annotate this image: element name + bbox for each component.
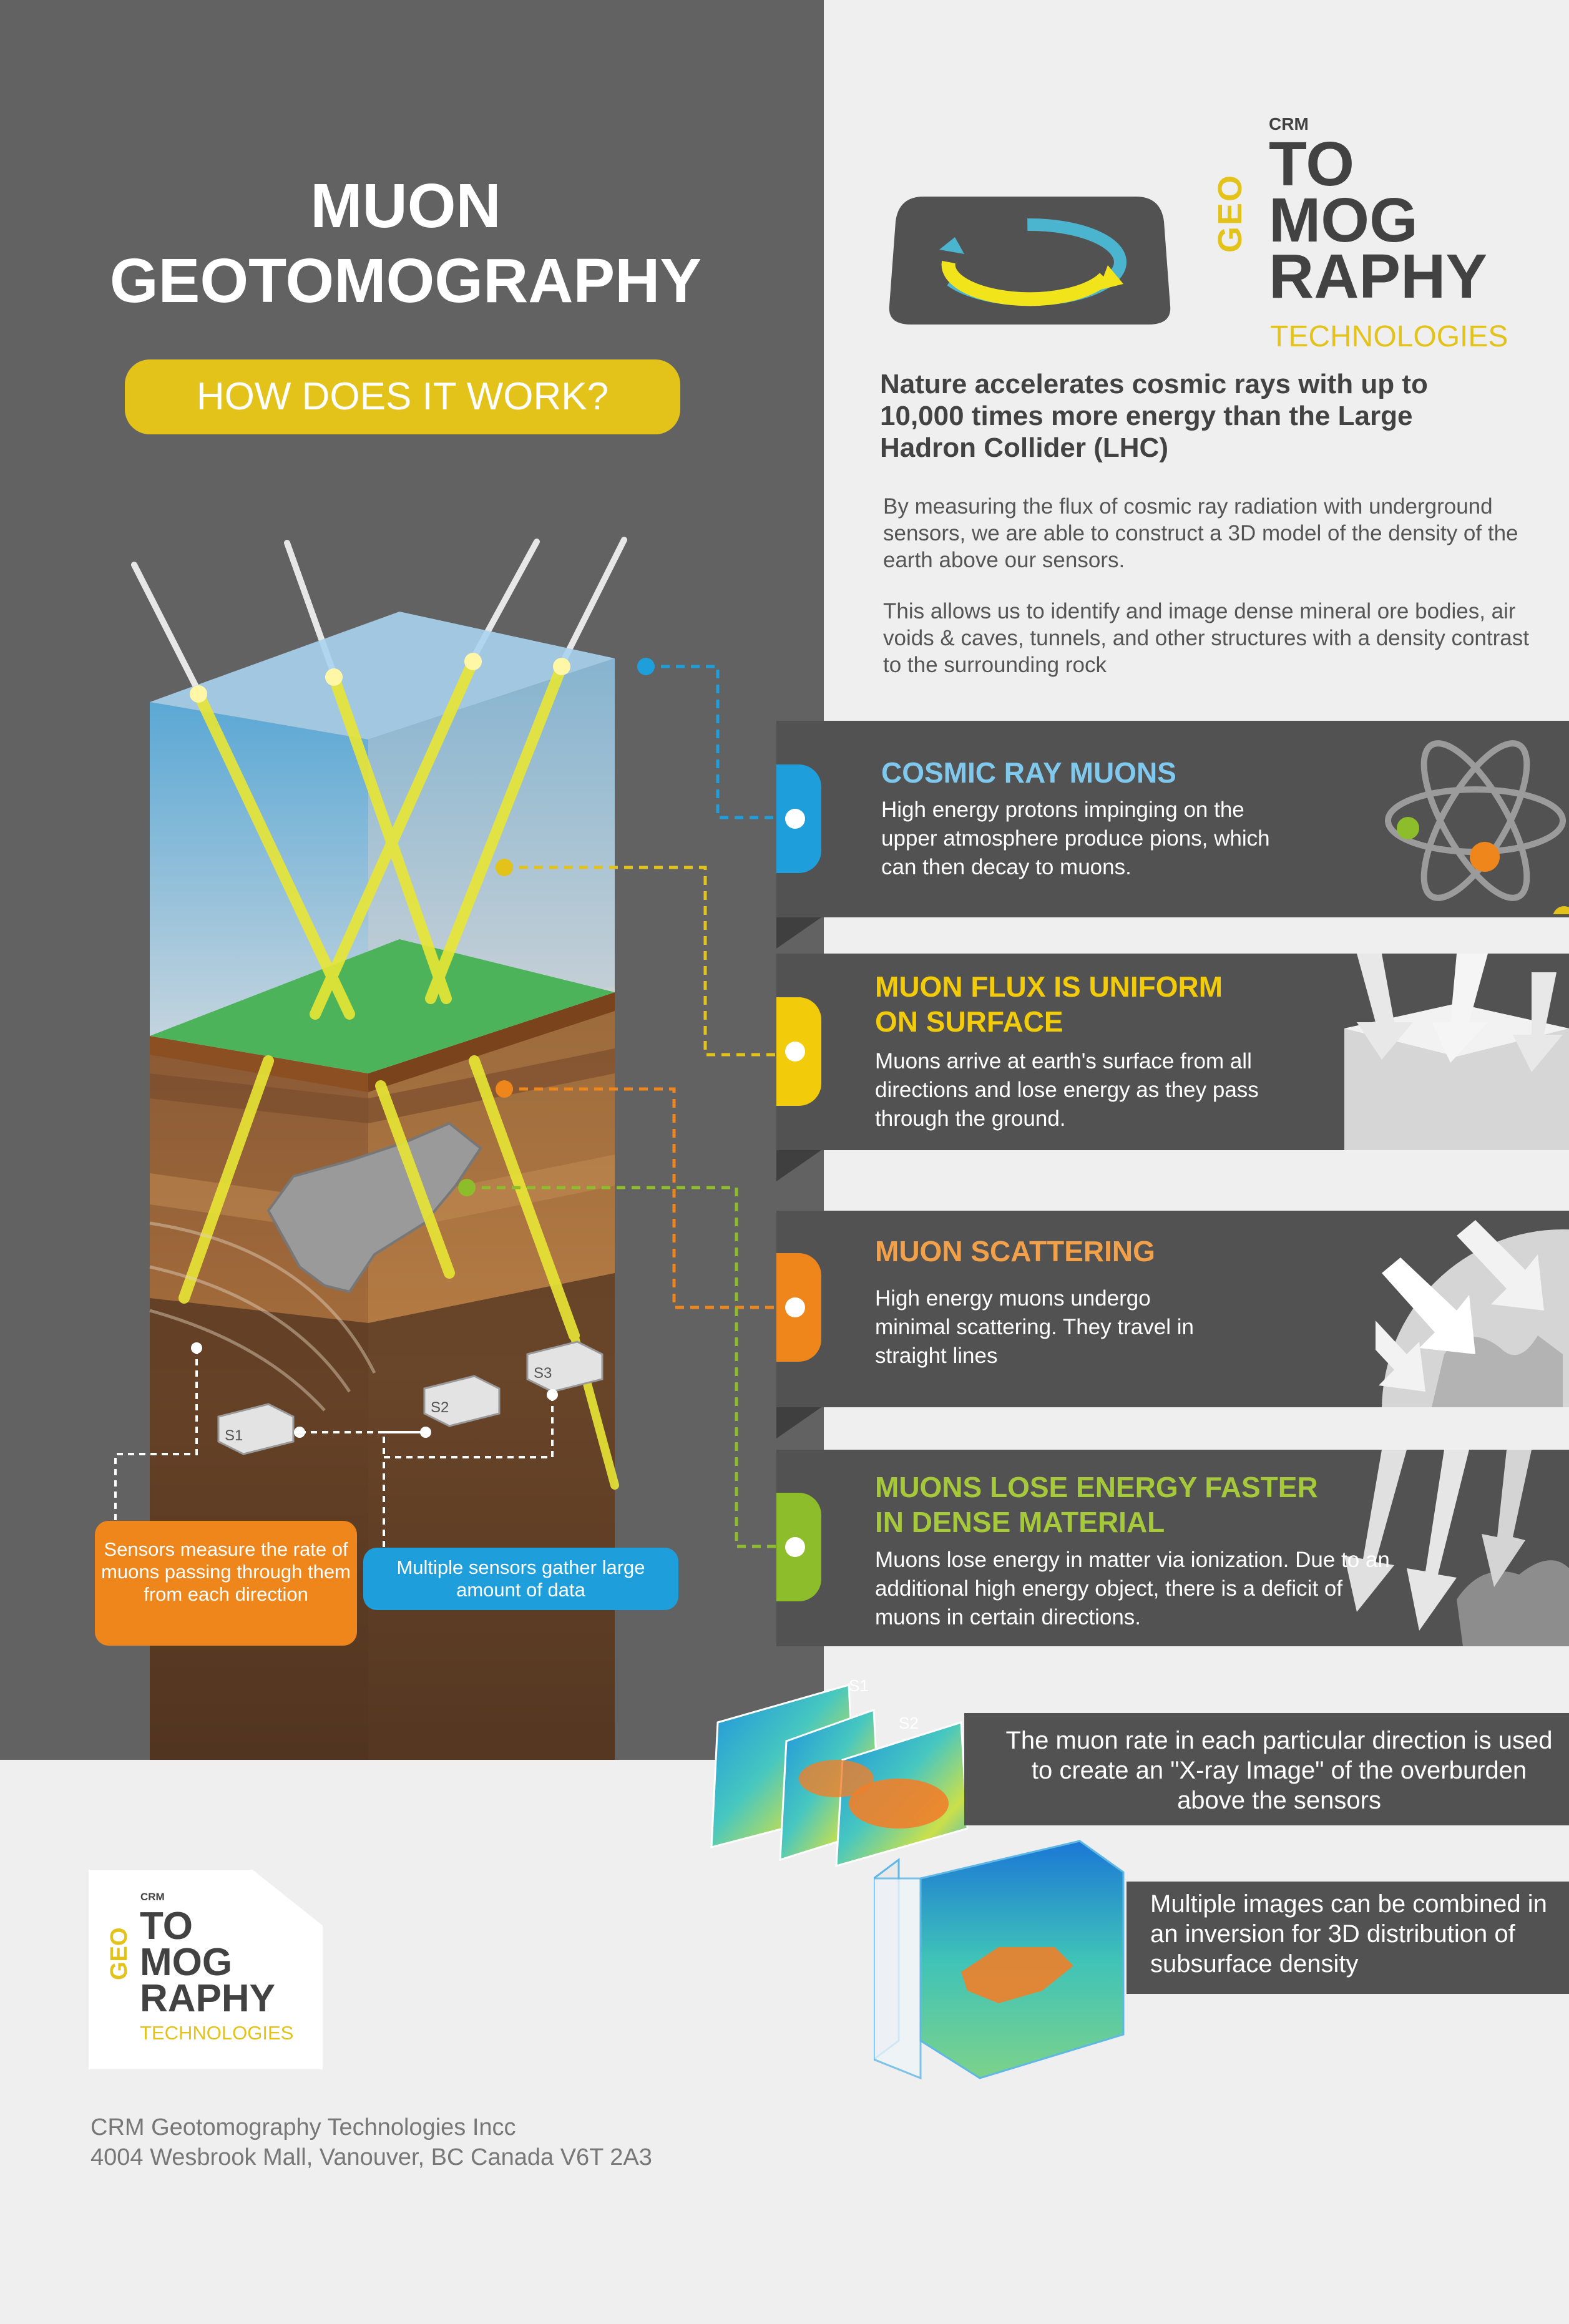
xray-image-caption: The muon rate in each particular directi… [964, 1713, 1569, 1825]
footer-logo-line-mog: MOG [140, 1941, 233, 1984]
logo-line-raphy: RAPHY [1269, 242, 1488, 311]
footer-logo-wordmark: TO MOG RAPHY [140, 1905, 276, 2020]
dense-rock-object [266, 1121, 482, 1294]
footer-logo-card [89, 1870, 323, 2069]
card-3-body: High energy muons undergo minimal scatte… [875, 1286, 1194, 1368]
multiple-sensors-note: Multiple sensors gather large amount of … [363, 1548, 678, 1610]
card-1-tab [776, 764, 821, 873]
footer-logo-line-raphy: RAPHY [140, 1977, 276, 2020]
atom-icon [1385, 740, 1569, 914]
sensor-detection-arcs [149, 1221, 376, 1412]
card-4-tab [776, 1493, 821, 1601]
card-3-tab [776, 1253, 821, 1362]
intro-paragraph-2: This allows us to identify and image den… [883, 599, 1529, 677]
muon-paths [178, 656, 619, 1490]
card-2-body: Muons arrive at earth's surface from all… [875, 1049, 1259, 1131]
card-4-title: MUONS LOSE ENERGY FASTER IN DENSE MATERI… [875, 1471, 1318, 1538]
footer-logo-line-to: TO [140, 1905, 193, 1948]
atmosphere-block [150, 612, 615, 1073]
card-2-title: MUON FLUX IS UNIFORM ON SURFACE [875, 970, 1223, 1038]
card-1-fold [776, 917, 821, 949]
intro-paragraph-1: By measuring the flux of cosmic ray radi… [883, 494, 1518, 572]
sensor-s2-label: S2 [431, 1399, 449, 1416]
rotation-logo-icon [889, 197, 1171, 325]
card-2-tab [776, 997, 821, 1106]
impact-sparkles [190, 653, 570, 703]
logo-geo-text: GEO [1211, 173, 1249, 253]
card-muon-flux-uniform [776, 954, 1569, 1150]
sensor-s1[interactable]: S1 [217, 1403, 295, 1455]
footer-logo-technologies: TECHNOLOGIES [140, 2022, 294, 2044]
card-muons-lose-energy [776, 1450, 1569, 1646]
footer-company: CRM Geotomography Technologies Incc [90, 2114, 516, 2141]
xray-s1-label: S1 [849, 1676, 869, 1695]
how-does-it-work-pill: HOW DOES IT WORK? [125, 359, 680, 434]
sensor-s2[interactable]: S2 [423, 1375, 501, 1427]
connector-dots [458, 658, 655, 1196]
title-line-2: GEOTOMOGRAPHY [109, 246, 702, 316]
title-line-1: MUON [310, 171, 501, 241]
card-1-title: COSMIC RAY MUONS [881, 756, 1176, 789]
sensor-callout-lines [114, 1348, 554, 1566]
sensors-measure-note: Sensors measure the rate of muons passin… [95, 1521, 357, 1646]
logo-wordmark: TO MOG RAPHY [1269, 129, 1488, 311]
footer-logo-crm: CRM [140, 1891, 165, 1903]
card-cosmic-ray-muons [776, 721, 1569, 917]
earth-arrows-icon [1376, 1220, 1569, 1407]
logo-line-mog: MOG [1269, 185, 1418, 255]
dense-rock-arrows-icon [1344, 1450, 1569, 1646]
footer-logo-geo-vertical: GEO [106, 1907, 132, 1981]
card-3-fold [776, 1407, 821, 1438]
logo-crm: CRM [1269, 114, 1309, 134]
sensor-s3-label: S3 [534, 1365, 552, 1382]
logo-line-to: TO [1269, 129, 1355, 199]
card-connectors [467, 665, 793, 1548]
logo-technologies: TECHNOLOGIES [1270, 320, 1508, 353]
sensor-s3[interactable]: S3 [526, 1340, 604, 1393]
xray-s2-label: S2 [899, 1714, 919, 1732]
card-1-body: High energy protons impinging on the upp… [881, 798, 1270, 879]
page-title: MUON GEOTOMOGRAPHY [0, 168, 811, 318]
footer-logo-geo-text: GEO [106, 1927, 132, 1980]
card-muon-scattering [776, 1211, 1569, 1407]
combined-images-caption: Multiple images can be combined in an in… [1127, 1882, 1569, 1994]
footer-street: 4004 Wesbrook Mall, Vanouver, BC Canada … [90, 2144, 652, 2170]
card-2-fold [776, 1150, 821, 1181]
card-4-body: Muons lose energy in matter via ionizati… [875, 1548, 1390, 1629]
logo-geo-vertical: GEO [1211, 144, 1249, 256]
footer-address: CRM Geotomography Technologies Incc 4004… [90, 2112, 652, 2172]
sensor-s1-label: S1 [225, 1427, 243, 1444]
uniform-flux-icon [1344, 954, 1569, 1150]
intro-heading: Nature accelerates cosmic rays with up t… [880, 369, 1428, 463]
card-3-title: MUON SCATTERING [875, 1235, 1155, 1267]
3d-density-cube [874, 1840, 1125, 2080]
